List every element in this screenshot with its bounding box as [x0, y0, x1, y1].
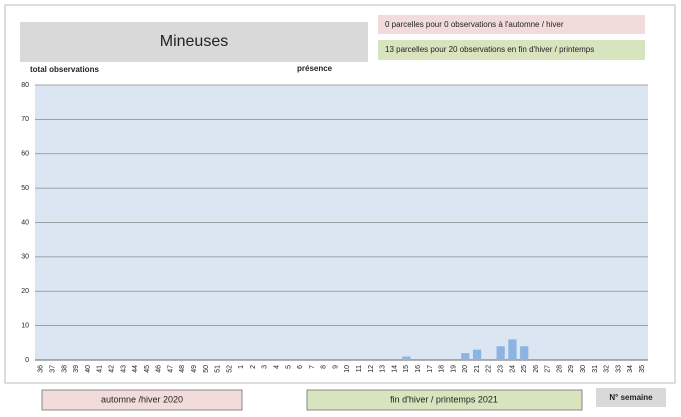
x-tick-label: 47: [167, 365, 174, 373]
x-tick-label: 6: [297, 365, 304, 369]
x-tick-label: 30: [580, 365, 587, 373]
x-tick-label: 13: [380, 365, 387, 373]
period-label: fin d'hiver / printemps 2021: [390, 394, 498, 404]
x-tick-label: 52: [226, 365, 233, 373]
x-tick-label: 5: [285, 365, 292, 369]
x-tick-label: 23: [497, 365, 504, 373]
x-tick-label: 51: [215, 365, 222, 373]
x-tick-label: 37: [50, 365, 57, 373]
y-tick-label: 30: [21, 254, 29, 261]
bar: [461, 353, 470, 360]
x-tick-label: 27: [545, 365, 552, 373]
x-tick-label: 38: [61, 365, 68, 373]
y-axis-label: total observations: [30, 65, 99, 74]
x-tick-label: 16: [415, 365, 422, 373]
x-tick-label: 11: [356, 365, 363, 372]
period-box: [41, 389, 243, 411]
bar: [472, 349, 482, 360]
x-tick-label: 34: [627, 365, 634, 373]
legend-label: présence: [297, 64, 333, 73]
x-tick-label: 40: [85, 365, 92, 373]
x-tick-label: 3: [262, 365, 269, 369]
x-tick-label: 15: [403, 365, 410, 373]
x-tick-label: 1: [238, 365, 245, 369]
x-tick-label: 9: [332, 365, 339, 369]
x-tick-label: 19: [450, 365, 457, 373]
title-box: [20, 22, 368, 62]
period-label: automne /hiver 2020: [101, 394, 183, 404]
chart-title: Mineuses: [160, 33, 228, 50]
x-tick-label: 33: [615, 365, 622, 373]
y-tick-label: 40: [21, 219, 29, 226]
x-tick-label: 43: [120, 365, 127, 373]
x-tick-label: 50: [203, 365, 210, 373]
x-tick-label: 28: [556, 365, 563, 373]
x-tick-label: 48: [179, 365, 186, 373]
bar: [496, 346, 505, 360]
bar: [520, 346, 529, 360]
x-tick-label: 22: [486, 365, 493, 373]
x-tick-label: 14: [391, 365, 398, 373]
x-tick-label: 44: [132, 365, 139, 373]
x-tick-label: 2: [250, 365, 257, 369]
y-tick-label: 60: [21, 151, 29, 158]
y-tick-label: 0: [25, 357, 29, 364]
x-tick-label: 7: [309, 365, 316, 369]
note: 13 parcelles pour 20 observations en fin…: [385, 45, 594, 54]
x-tick-label: 46: [156, 365, 163, 373]
x-tick-label: 29: [568, 365, 575, 373]
x-tick-label: 12: [368, 365, 375, 373]
y-tick-label: 50: [21, 185, 29, 192]
x-tick-label: 49: [191, 365, 198, 373]
note-box: [378, 15, 645, 34]
x-tick-label: 21: [474, 365, 481, 373]
x-tick-label: 26: [533, 365, 540, 373]
x-tick-label: 10: [344, 365, 351, 373]
x-tick-label: 17: [427, 365, 434, 373]
y-tick-label: 10: [21, 322, 29, 329]
x-tick-label: 20: [462, 365, 469, 373]
y-tick-label: 80: [21, 82, 29, 89]
note: 0 parcelles pour 0 observations à l'auto…: [385, 20, 564, 29]
y-tick-label: 70: [21, 116, 29, 123]
x-tick-label: 35: [639, 365, 646, 373]
x-tick-label: 32: [604, 365, 611, 373]
bar: [402, 356, 411, 360]
x-tick-label: 36: [38, 365, 45, 373]
x-tick-label: 41: [97, 365, 104, 373]
x-tick-label: 8: [321, 365, 328, 369]
note-box: [378, 40, 645, 60]
y-tick-label: 20: [21, 288, 29, 295]
period-box: [306, 389, 583, 411]
x-axis-label: N° semaine: [609, 393, 653, 402]
x-tick-label: 18: [439, 365, 446, 373]
x-tick-label: 24: [509, 365, 516, 373]
x-tick-label: 42: [108, 365, 115, 373]
x-tick-label: 4: [274, 365, 281, 369]
x-tick-label: 39: [73, 365, 80, 373]
x-tick-label: 25: [521, 365, 528, 373]
bar: [508, 339, 517, 360]
x-tick-label: 45: [144, 365, 151, 373]
x-tick-label: 31: [592, 365, 599, 373]
x-label-box: [596, 388, 666, 407]
